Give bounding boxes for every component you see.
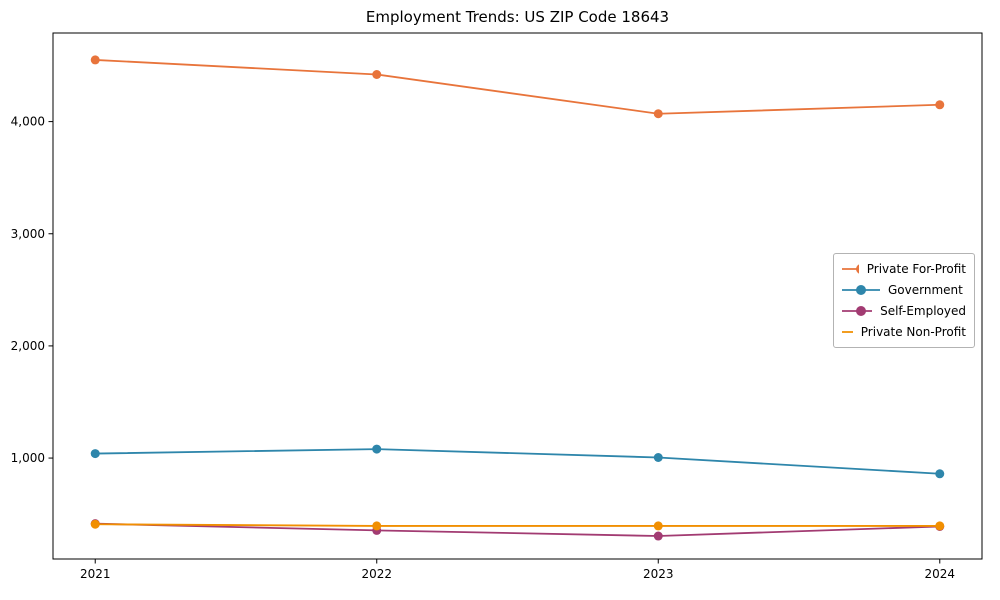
data-point-private-non-profit xyxy=(935,521,945,531)
legend-label: Private For-Profit xyxy=(866,261,966,276)
x-tick-label: 2021 xyxy=(80,567,111,581)
data-point-private-for-profit xyxy=(935,100,945,110)
chart-title: Employment Trends: US ZIP Code 18643 xyxy=(365,8,670,26)
y-tick-label: 1,000 xyxy=(11,451,45,465)
series-line-self-employed xyxy=(95,522,940,537)
x-tick-label: 2024 xyxy=(924,567,955,581)
data-point-government xyxy=(90,449,100,459)
series-line-government xyxy=(95,448,940,475)
data-point-private-non-profit xyxy=(653,521,663,531)
data-point-government xyxy=(372,444,382,454)
legend-entry: Government xyxy=(842,280,966,300)
series-line-private-non-profit xyxy=(95,523,940,527)
legend-entry: Self-Employed xyxy=(842,301,966,321)
x-tick-label: 2023 xyxy=(643,567,674,581)
legend-entry: Private Non-Profit xyxy=(842,322,966,342)
y-tick-label: 2,000 xyxy=(11,339,45,353)
legend-label: Self-Employed xyxy=(880,304,966,319)
data-point-private-non-profit xyxy=(372,521,382,531)
data-point-private-for-profit xyxy=(653,109,663,119)
legend-marker-icon xyxy=(842,306,873,317)
plot-frame xyxy=(52,32,983,560)
legend-label: Private Non-Profit xyxy=(860,325,966,340)
data-point-government xyxy=(653,453,663,463)
legend-label: Government xyxy=(888,282,963,297)
y-tick-label: 3,000 xyxy=(11,227,45,241)
legend-marker-icon xyxy=(842,331,853,334)
x-tick-label: 2022 xyxy=(361,567,392,581)
y-tick-label: 4,000 xyxy=(11,115,45,129)
legend-entry: Private For-Profit xyxy=(842,259,966,279)
legend: Private For-Profit Government Self-Employe… xyxy=(833,253,975,348)
data-point-private-for-profit xyxy=(90,55,100,65)
legend-marker-icon xyxy=(842,284,880,295)
series-line-private-for-profit xyxy=(95,59,940,115)
data-point-self-employed xyxy=(653,531,663,541)
legend-marker-icon xyxy=(842,264,859,274)
data-point-government xyxy=(935,469,945,479)
data-point-private-for-profit xyxy=(372,69,382,79)
data-point-private-non-profit xyxy=(90,519,100,529)
